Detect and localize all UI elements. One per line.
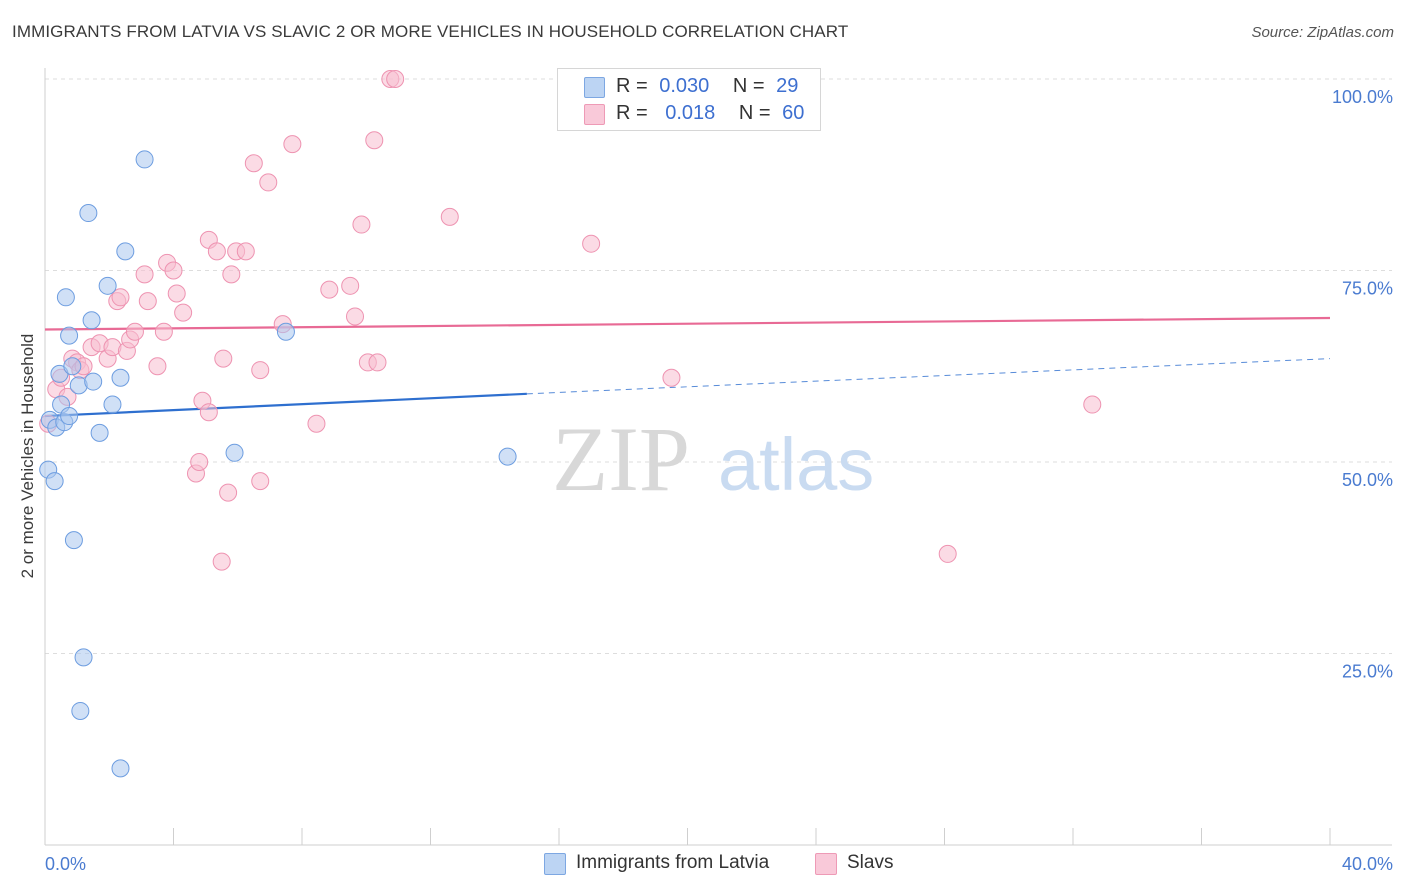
point-latvia [90, 423, 109, 442]
point-latvia [84, 372, 103, 391]
point-slavs [365, 131, 384, 150]
point-latvia [60, 326, 79, 345]
bottom-legend-label-latvia: Immigrants from Latvia [576, 852, 770, 873]
legend-r-label: R = [616, 102, 648, 124]
trend-line-latvia [44, 392, 527, 418]
bottom-legend-swatch-latvia [544, 853, 566, 875]
point-latvia [63, 357, 82, 376]
point-slavs [346, 307, 365, 326]
point-latvia [276, 322, 295, 341]
trend-line-slavs [44, 316, 1331, 331]
point-slavs [1083, 395, 1102, 414]
legend-r-value-slavs: 0.018 [665, 102, 716, 124]
x-tick-label: 40.0% [1342, 854, 1393, 874]
point-latvia [111, 368, 130, 387]
grid-lines [45, 78, 1392, 654]
watermark-atlas: atlas [718, 423, 874, 506]
point-slavs [125, 322, 144, 341]
point-slavs [148, 357, 167, 376]
point-slavs [164, 261, 183, 280]
y-tick-label: 75.0% [1342, 279, 1393, 299]
point-slavs [167, 284, 186, 303]
point-slavs [662, 368, 681, 387]
point-latvia [74, 648, 93, 667]
axes [44, 68, 1392, 846]
point-slavs [174, 303, 193, 322]
point-slavs [138, 292, 157, 311]
point-slavs [582, 234, 601, 253]
point-slavs [190, 453, 209, 471]
legend: R = 0.030 N = 29 R = 0.018 N = 60 [557, 68, 821, 131]
point-slavs [236, 242, 255, 261]
legend-r-label: R = [616, 75, 648, 97]
point-slavs [368, 353, 387, 372]
point-slavs [212, 552, 231, 571]
legend-n-label: N = [738, 102, 771, 124]
point-slavs [386, 70, 405, 88]
point-slavs [320, 280, 339, 299]
bottom-legend-label-slavs: Slavs [847, 852, 894, 873]
point-slavs [938, 544, 957, 563]
legend-r-value-latvia: 0.030 [659, 75, 710, 97]
data-points [39, 70, 1102, 778]
y-axis-label: 2 or more Vehicles in Household [18, 334, 37, 579]
point-slavs [283, 135, 302, 154]
point-slavs [251, 361, 270, 380]
point-latvia [60, 407, 79, 426]
point-latvia [135, 150, 154, 169]
y-tick-label: 100.0% [1332, 87, 1393, 107]
trend-line-latvia-extrapolated [526, 358, 1331, 395]
point-latvia [116, 242, 135, 261]
legend-n-label: N = [732, 75, 765, 97]
point-latvia [79, 204, 98, 223]
point-slavs [259, 173, 278, 192]
point-latvia [56, 288, 75, 307]
y-tick-labels: 25.0% 50.0% 75.0% 100.0% [1332, 87, 1393, 682]
watermark-zip: ZIP [552, 408, 690, 510]
point-latvia [103, 395, 122, 414]
point-latvia [225, 443, 244, 462]
legend-n-value-slavs: 60 [782, 102, 805, 124]
trend-lines [44, 316, 1331, 418]
point-slavs [222, 265, 241, 284]
point-latvia [71, 701, 90, 720]
point-slavs [111, 288, 130, 307]
legend-swatch-latvia [584, 77, 605, 98]
point-latvia [64, 531, 83, 550]
point-slavs [244, 154, 263, 173]
point-latvia [82, 311, 101, 330]
legend-n-value-latvia: 29 [776, 75, 799, 97]
point-slavs [341, 276, 360, 295]
point-slavs [307, 414, 326, 433]
point-latvia [498, 447, 517, 466]
point-latvia [98, 276, 117, 295]
y-tick-label: 25.0% [1342, 662, 1393, 682]
point-slavs [207, 242, 226, 261]
point-slavs [214, 349, 233, 368]
point-slavs [154, 322, 173, 341]
y-tick-label: 50.0% [1342, 470, 1393, 490]
point-slavs [440, 207, 459, 226]
source-label: Source: ZipAtlas.com [1251, 24, 1394, 41]
point-latvia [111, 759, 130, 778]
legend-swatch-slavs [584, 104, 605, 125]
point-slavs [251, 472, 270, 491]
point-slavs [352, 215, 371, 234]
point-latvia [45, 472, 64, 491]
bottom-legend-swatch-slavs [815, 853, 837, 875]
x-tick-label: 0.0% [45, 854, 86, 874]
chart-title: IMMIGRANTS FROM LATVIA VS SLAVIC 2 OR MO… [12, 22, 849, 41]
point-slavs [199, 403, 218, 422]
point-slavs [219, 483, 238, 502]
x-tick-labels: 0.0% 40.0% [45, 854, 1393, 874]
point-slavs [135, 265, 154, 284]
